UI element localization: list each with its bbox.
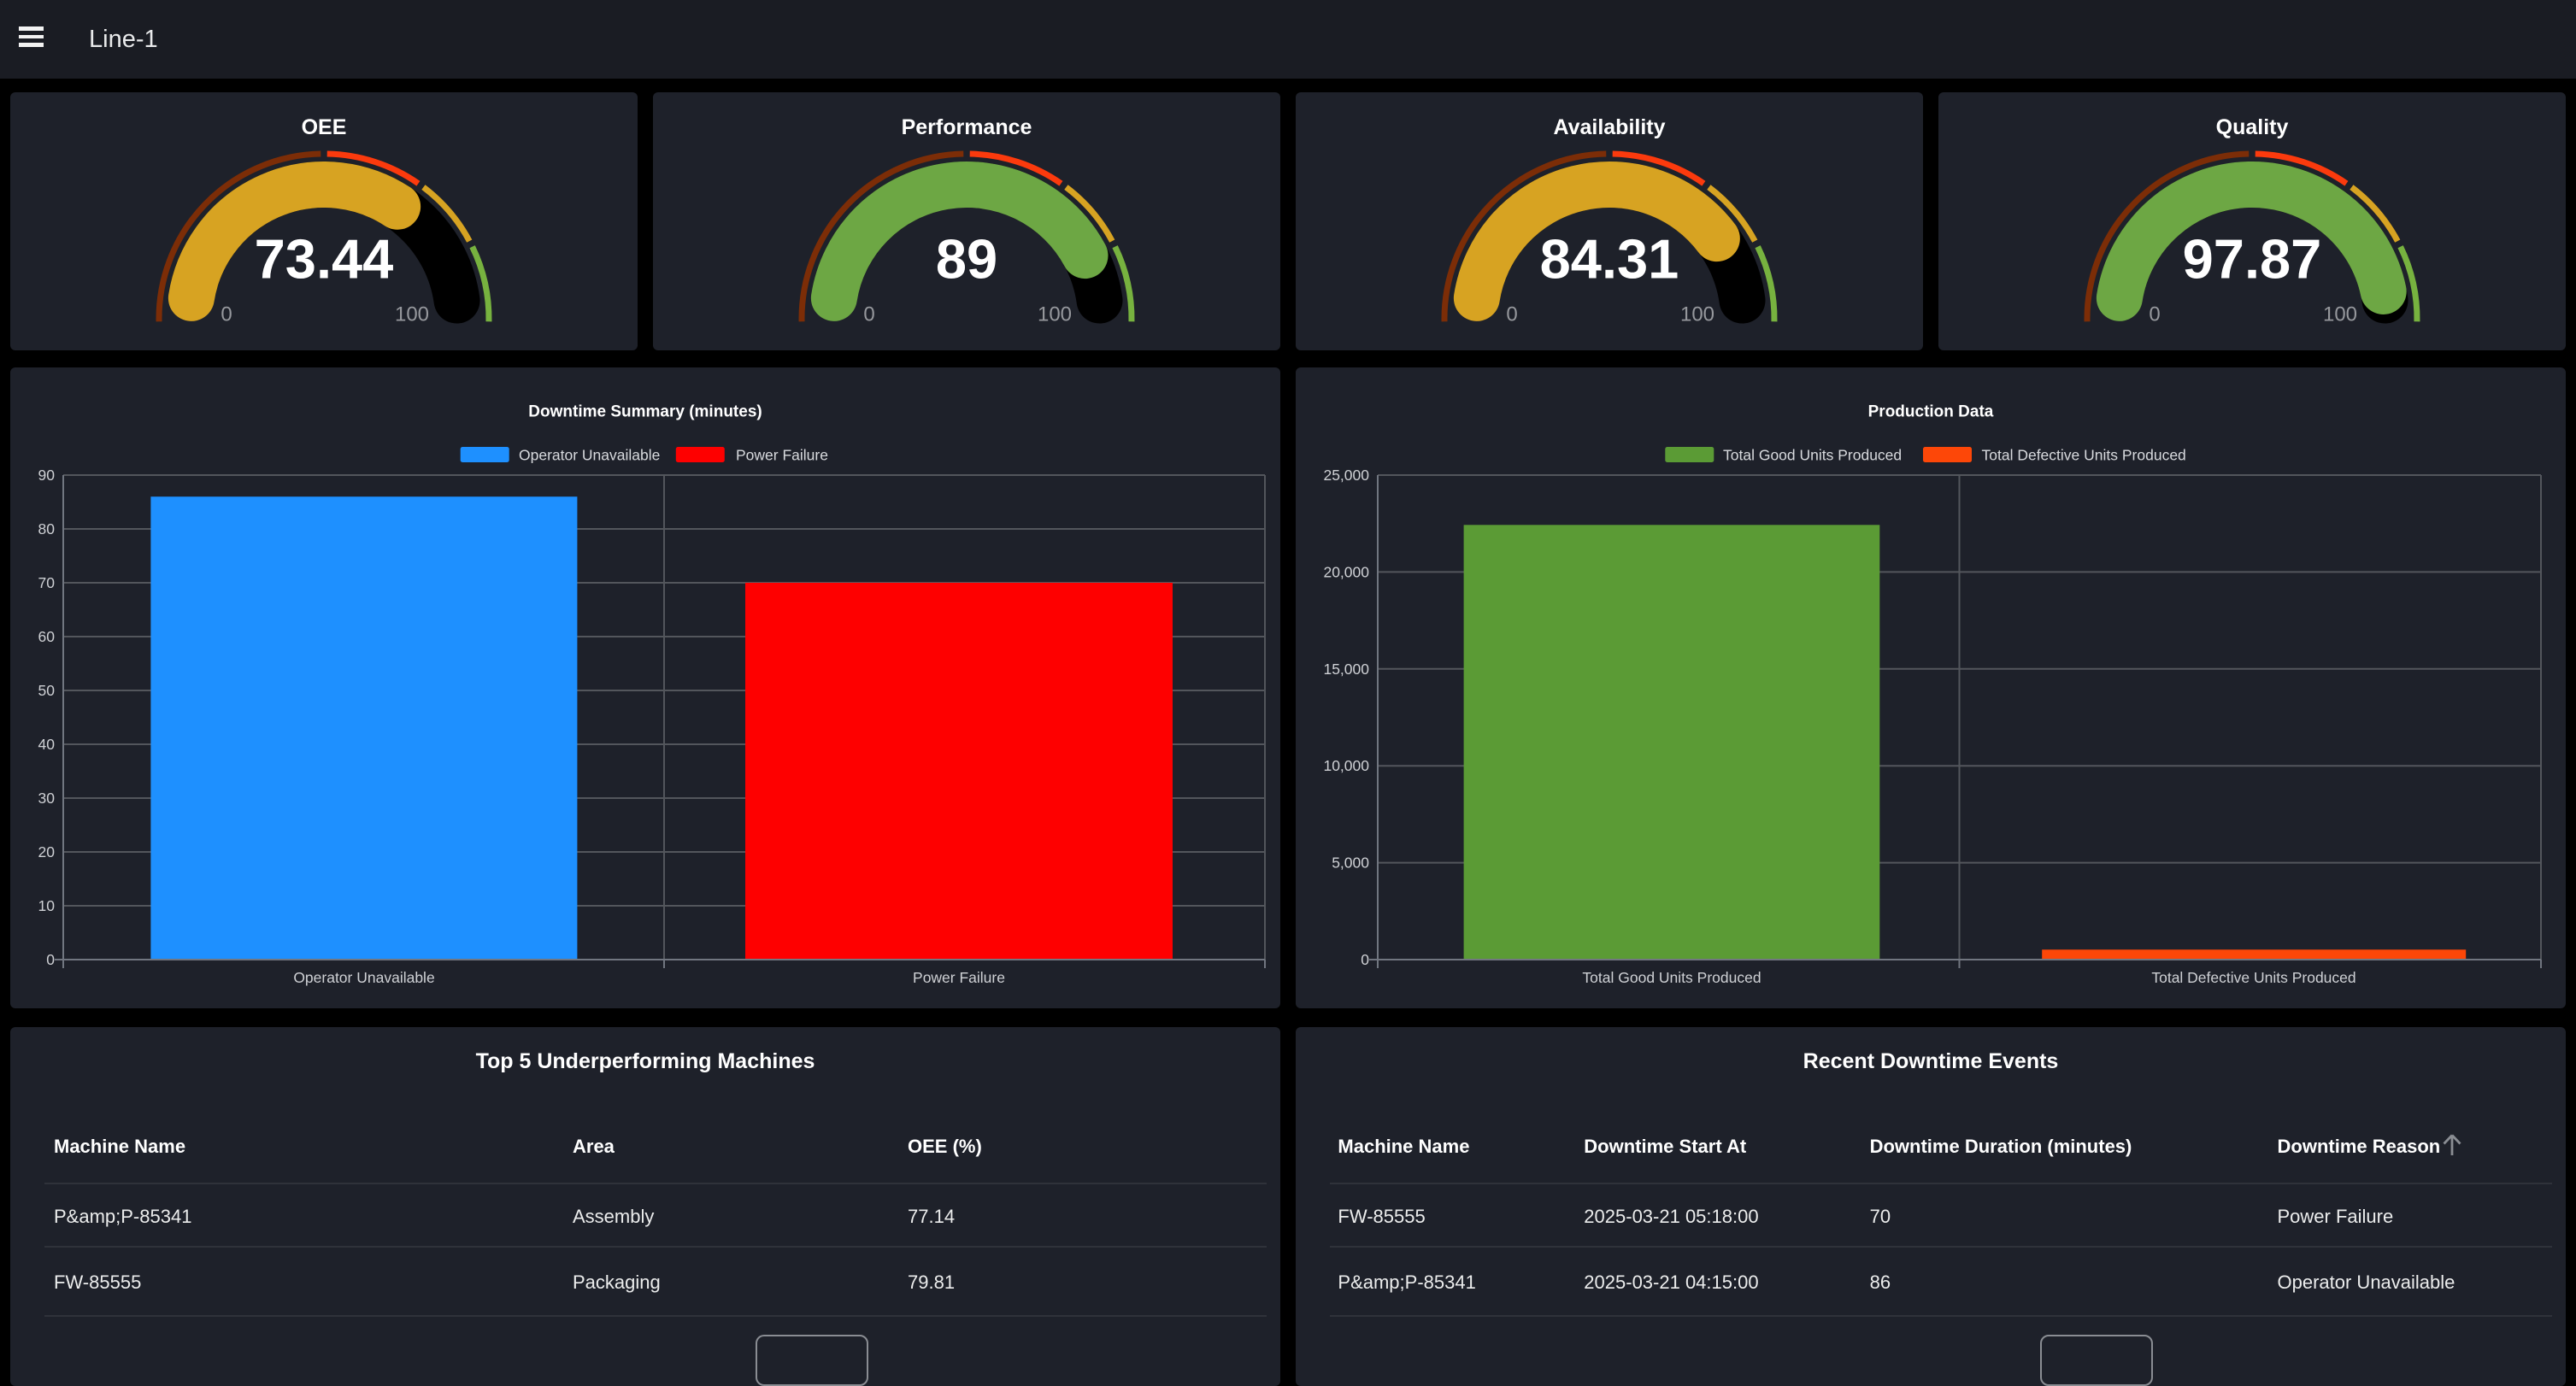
svg-text:Quality: Quality <box>2216 115 2289 139</box>
svg-text:84.31: 84.31 <box>1540 228 1679 291</box>
svg-text:15,000: 15,000 <box>1323 661 1369 678</box>
svg-text:Total Defective Units Produced: Total Defective Units Produced <box>2151 969 2355 986</box>
svg-text:0: 0 <box>221 303 232 326</box>
svg-text:Power Failure: Power Failure <box>913 969 1005 986</box>
svg-text:0: 0 <box>863 303 874 326</box>
svg-text:70: 70 <box>38 574 56 591</box>
svg-text:100: 100 <box>395 303 429 326</box>
svg-text:Total Good Units Produced: Total Good Units Produced <box>1582 969 1761 986</box>
svg-text:Downtime Summary (minutes): Downtime Summary (minutes) <box>528 403 762 421</box>
svg-text:50: 50 <box>38 682 56 699</box>
svg-text:Total Defective Units Produced: Total Defective Units Produced <box>1982 447 2186 464</box>
svg-text:100: 100 <box>1680 303 1714 326</box>
svg-text:60: 60 <box>38 628 56 645</box>
svg-text:80: 80 <box>38 520 56 537</box>
svg-text:40: 40 <box>38 736 56 753</box>
svg-text:10,000: 10,000 <box>1323 757 1369 774</box>
svg-text:0: 0 <box>2149 303 2160 326</box>
svg-text:Total Good Units Produced: Total Good Units Produced <box>1723 447 1902 464</box>
svg-text:20,000: 20,000 <box>1323 563 1369 580</box>
svg-text:0: 0 <box>46 951 55 968</box>
svg-text:Operator Unavailable: Operator Unavailable <box>519 447 660 464</box>
svg-text:25,000: 25,000 <box>1323 467 1369 484</box>
svg-text:100: 100 <box>2323 303 2357 326</box>
svg-text:5,000: 5,000 <box>1332 855 1369 872</box>
svg-text:Availability: Availability <box>1553 115 1665 139</box>
svg-text:20: 20 <box>38 843 56 860</box>
svg-text:Performance: Performance <box>902 115 1032 139</box>
svg-text:90: 90 <box>38 467 56 484</box>
svg-text:0: 0 <box>1361 951 1369 968</box>
svg-text:10: 10 <box>38 897 56 914</box>
svg-text:100: 100 <box>1038 303 1072 326</box>
svg-text:73.44: 73.44 <box>255 228 394 291</box>
svg-text:Production Data: Production Data <box>1868 403 1994 421</box>
svg-text:OEE: OEE <box>302 115 347 139</box>
svg-text:89: 89 <box>936 228 997 291</box>
svg-text:Power Failure: Power Failure <box>736 447 828 464</box>
svg-text:0: 0 <box>1506 303 1517 326</box>
svg-text:97.87: 97.87 <box>2183 228 2322 291</box>
svg-text:Operator Unavailable: Operator Unavailable <box>293 969 434 986</box>
svg-text:30: 30 <box>38 790 56 807</box>
